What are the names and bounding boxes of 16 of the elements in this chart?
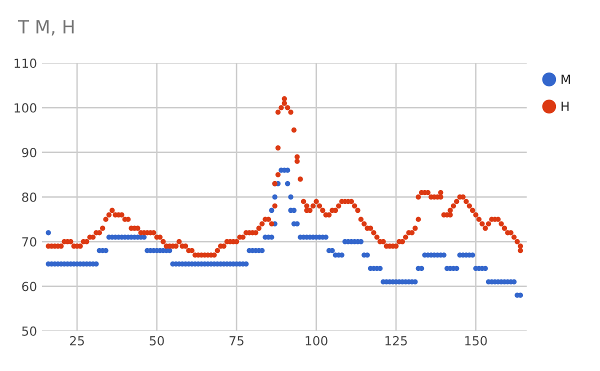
- legend-label: M: [562, 74, 570, 84]
- x-tick-label: 100: [306, 336, 328, 346]
- x-tick-label: 125: [385, 336, 407, 346]
- y-tick-label: 70: [22, 237, 36, 247]
- y-tick-label: 90: [22, 148, 36, 158]
- legend-label: H: [562, 102, 569, 111]
- chart-title: T M, H: [18, 20, 74, 36]
- y-tick-label: 100: [14, 103, 36, 113]
- y-tick-label: 50: [22, 326, 36, 336]
- y-tick-label: 60: [22, 282, 36, 292]
- x-tick-label: 25: [70, 336, 84, 346]
- y-tick-label: 110: [14, 58, 36, 68]
- y-tick-label: 80: [22, 192, 36, 202]
- x-tick-label: 75: [230, 336, 244, 346]
- x-tick-label: 150: [465, 336, 487, 346]
- x-tick-label: 50: [150, 336, 164, 346]
